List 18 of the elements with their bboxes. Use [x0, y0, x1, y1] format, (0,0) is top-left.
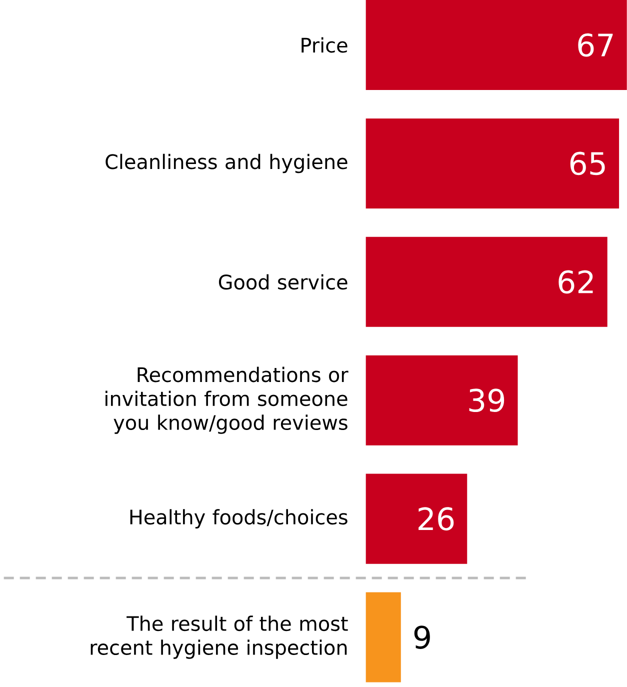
bar	[366, 355, 518, 446]
y-tick-label: Good service	[218, 274, 348, 290]
bar	[366, 0, 627, 90]
y-tick-label: Cleanliness and hygiene	[106, 154, 348, 174]
y-tick-label: Recommendations or invitation from someone you know/good reviews	[106, 366, 348, 434]
data-label: 9	[414, 626, 430, 649]
y-tick-label: Healthy foods/choices	[130, 509, 348, 528]
bar	[366, 474, 468, 564]
data-label: 65	[570, 152, 605, 176]
bar	[366, 592, 401, 682]
y-tick-label: Price	[302, 37, 348, 53]
data-label: 39	[469, 388, 504, 412]
bar	[366, 118, 620, 208]
data-label: 62	[558, 270, 593, 294]
bar	[366, 236, 608, 327]
data-label: 67	[578, 33, 613, 57]
data-label: 26	[418, 507, 454, 530]
y-tick-label: The result of the most recent hygiene inspection	[90, 616, 348, 659]
